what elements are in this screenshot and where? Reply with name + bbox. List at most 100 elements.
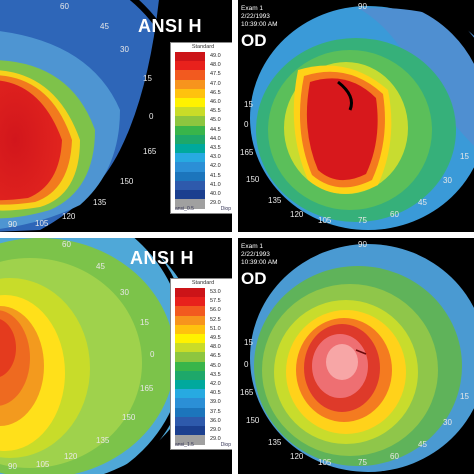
- scale-swatch: [175, 153, 205, 163]
- axis-tick: 165: [240, 148, 254, 157]
- scale-value: 49.0: [210, 53, 221, 59]
- scale-row: 57.5: [175, 297, 232, 307]
- map-panel-bottom-left: ANSI H 60 45 30 15 0 165 150 135 120 105…: [0, 238, 232, 474]
- axis-tick: 60: [390, 452, 399, 461]
- scale-value: 45.5: [210, 108, 221, 115]
- scale-row: 49.5: [175, 334, 232, 344]
- axis-tick: 30: [120, 288, 129, 297]
- scale-swatch: [175, 144, 205, 154]
- scale-row: 53.0: [175, 288, 232, 298]
- scale-value: 36.0: [210, 417, 221, 424]
- scale-swatch: [175, 134, 205, 145]
- scale-value: 29.0: [210, 200, 221, 207]
- scale-footer-unit: Diop: [220, 442, 231, 448]
- scale-row: 41.5: [175, 171, 232, 182]
- corneal-map-top-left: [0, 0, 188, 232]
- scale-value: 41.0: [210, 181, 221, 188]
- scale-value: 39.0: [210, 399, 221, 406]
- scale-row: 29.0: [175, 435, 232, 445]
- scale-swatch: [175, 79, 205, 90]
- axis-tick: 135: [96, 436, 110, 445]
- axis-tick: 135: [93, 198, 107, 207]
- axis-tick: 150: [246, 175, 260, 184]
- scale-row: 29.0: [175, 199, 232, 209]
- scale-row: 47.0: [175, 79, 232, 90]
- scale-swatch: [175, 171, 205, 182]
- scale-swatch: [175, 416, 205, 427]
- scale-value: 57.5: [210, 298, 221, 305]
- eye-label: OD: [241, 31, 267, 50]
- axis-tick: 75: [358, 216, 367, 225]
- axis-tick: 120: [62, 212, 76, 221]
- scale-value: 44.5: [210, 126, 221, 133]
- axis-tick: 150: [122, 413, 136, 422]
- axis-tick: 105: [318, 458, 332, 467]
- axis-tick: 105: [318, 216, 332, 225]
- scale-row: 52.5: [175, 315, 232, 326]
- axis-tick: 0: [244, 120, 249, 129]
- scale-swatch: [175, 426, 205, 436]
- axis-tick: 45: [418, 198, 427, 207]
- scale-row: 45.0: [175, 116, 232, 126]
- scale-swatch: [175, 324, 205, 335]
- map-red-zone: [0, 80, 62, 201]
- corneal-map-bottom-right: [238, 238, 474, 474]
- axis-tick: 30: [120, 45, 129, 54]
- scale-value: 43.0: [210, 154, 221, 161]
- scale-footer-left: ansi_1.5: [175, 442, 194, 448]
- scale-value: 44.0: [210, 135, 221, 142]
- axis-tick: 15: [460, 392, 469, 401]
- scale-footer-left: ansi_0.5: [175, 206, 194, 212]
- map-title: ANSI H: [138, 16, 203, 36]
- axis-tick: 45: [418, 440, 427, 449]
- axis-tick: 0: [244, 360, 249, 369]
- scale-swatch: [175, 180, 205, 191]
- scale-row: 49.0: [175, 52, 232, 62]
- scale-swatch: [175, 306, 205, 316]
- axis-tick: 15: [244, 100, 253, 109]
- scale-row: 40.5: [175, 389, 232, 399]
- scale-value: 56.0: [210, 307, 221, 314]
- axis-tick: 15: [460, 152, 469, 161]
- scale-row: 46.5: [175, 352, 232, 362]
- scale-swatch: [175, 380, 205, 390]
- scale-row: 42.0: [175, 380, 232, 390]
- scale-value: 49.5: [210, 335, 221, 341]
- scale-row: 36.0: [175, 416, 232, 427]
- scale-swatch: [175, 116, 205, 126]
- map-panel-top-left: ANSI H 60 45 30 15 0 165 150 135 120 105…: [0, 0, 232, 232]
- axis-tick: 120: [290, 452, 304, 461]
- axis-tick: 90: [8, 462, 17, 471]
- scale-swatch: [175, 352, 205, 362]
- scale-row: 48.0: [175, 61, 232, 71]
- scale-swatch: [175, 190, 205, 200]
- scale-swatch: [175, 107, 205, 117]
- axis-tick: 135: [268, 438, 282, 447]
- axis-tick: 45: [96, 262, 105, 271]
- scale-swatch: [175, 435, 205, 445]
- scale-value: 29.0: [210, 427, 221, 433]
- axis-tick: 60: [390, 210, 399, 219]
- scale-value: 40.0: [210, 191, 221, 197]
- scale-swatch: [175, 315, 205, 326]
- axis-tick: 30: [443, 418, 452, 427]
- scale-row: 46.5: [175, 88, 232, 99]
- scale-row: 56.0: [175, 306, 232, 316]
- scale-row: 39.0: [175, 398, 232, 408]
- scale-row: 40.0: [175, 190, 232, 200]
- scale-footer-unit: Diop: [220, 206, 231, 212]
- scale-row: 44.0: [175, 134, 232, 145]
- scale-value: 29.0: [210, 436, 221, 443]
- scale-value: 41.5: [210, 172, 221, 179]
- exam-date: 2/22/1993: [241, 251, 270, 258]
- scale-value: 43.5: [210, 145, 221, 151]
- scale-value: 42.0: [210, 381, 221, 387]
- axis-tick: 105: [36, 460, 50, 469]
- scale-value: 48.0: [210, 62, 221, 69]
- scale-row: 44.5: [175, 125, 232, 136]
- scale-swatch: [175, 199, 205, 209]
- axis-tick: 165: [240, 388, 254, 397]
- map-title: ANSI H: [130, 248, 195, 268]
- axis-tick: 30: [443, 176, 452, 185]
- axis-tick: 60: [62, 240, 71, 249]
